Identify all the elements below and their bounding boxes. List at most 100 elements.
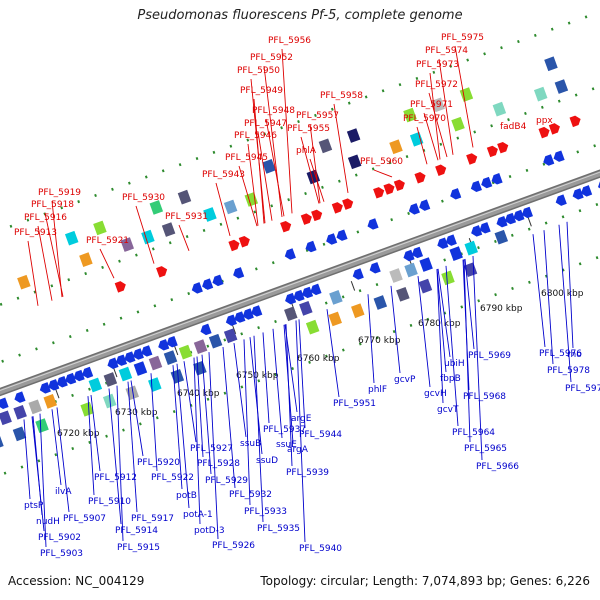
gene-label-PFL_5918: PFL_5918 (31, 200, 74, 210)
gene-label-gcvP: gcvP (394, 375, 416, 385)
gene-label-PFL_5910: PFL_5910 (88, 497, 131, 507)
reverse-gene-arrow (513, 209, 525, 222)
gene-label-PFL_5931: PFL_5931 (165, 212, 208, 222)
reverse-gene-arrow (166, 335, 178, 348)
lower-track-feature-box (494, 229, 509, 245)
upper-outer-track-feature-box (93, 220, 107, 236)
reverse-gene-arrow (212, 274, 224, 287)
leader-line-PFL_5951 (326, 309, 340, 398)
lower-outer-track-feature-box (148, 377, 162, 392)
leader-line-ptsP (23, 419, 31, 500)
gene-label-PFL_5926: PFL_5926 (212, 541, 255, 551)
gene-label-PFL_5929: PFL_5929 (205, 476, 248, 486)
upper-outer-track-feature-box (64, 230, 79, 246)
upper-track-feature-box (203, 207, 217, 222)
leader-line-ssuD (249, 337, 263, 455)
leader-line-PFL_5972 (428, 92, 448, 158)
forward-gene-arrow (228, 239, 240, 252)
lower-track-feature-box (103, 372, 118, 387)
leader-line-gcvH (417, 275, 431, 388)
leader-line-PFL_5979 (558, 224, 572, 383)
leader-line-PFL_5917 (127, 381, 138, 513)
lower-track-feature-box (13, 404, 27, 420)
guide-dash-line-3 (0, 142, 600, 364)
gene-label-PFL_5973: PFL_5973 (416, 60, 459, 70)
gene-label-PFL_5946: PFL_5946 (234, 131, 277, 141)
gene-label-PFL_5957: PFL_5957 (296, 111, 339, 121)
gene-label-ptsP: ptsP (24, 501, 44, 511)
upper-track-feature-box (161, 222, 176, 237)
lower-outer-track-feature-box (396, 286, 410, 302)
lower-track-feature-box (193, 339, 208, 355)
gene-label-PFL_5902: PFL_5902 (38, 533, 81, 543)
upper-outer-track-feature-box (149, 200, 164, 215)
forward-gene-arrow (486, 145, 498, 158)
upper-outer-track-feature-box (177, 189, 192, 205)
backbone-highlight (0, 171, 600, 392)
leader-line-rho (566, 221, 574, 349)
guide-dash-line-5 (0, 255, 600, 477)
gene-label-PFL_5921: PFL_5921 (86, 236, 129, 246)
gene-label-PFL_5920: PFL_5920 (137, 458, 180, 468)
forward-gene-arrow (548, 123, 560, 135)
gene-label-ssuD: ssuD (256, 456, 278, 466)
forward-gene-arrow (435, 164, 447, 176)
reverse-gene-arrow (310, 283, 322, 296)
lower-track-feature-box (404, 262, 418, 278)
gene-label-PFL_5927: PFL_5927 (190, 444, 233, 454)
forward-gene-arrow (280, 220, 292, 233)
lower-track-feature-box (43, 394, 57, 409)
reverse-gene-arrow (419, 199, 431, 211)
reverse-gene-arrow (408, 203, 420, 215)
gene-label-fbpB: fbpB (440, 374, 461, 384)
gene-label-ppx: ppx (536, 116, 553, 126)
gene-label-nudH: nudH (36, 517, 60, 527)
leader-line-PFL_5926 (208, 352, 219, 540)
gene-label-PFL_5914: PFL_5914 (115, 526, 158, 536)
reverse-gene-arrow (336, 229, 348, 241)
upper-outer-track-feature-box (544, 56, 558, 72)
gene-label-PFL_5922: PFL_5922 (151, 473, 194, 483)
lower-track-feature-box (178, 344, 193, 360)
reverse-gene-arrow (65, 372, 77, 385)
gene-label-PFL_5955: PFL_5955 (287, 124, 330, 134)
reverse-gene-arrow (450, 188, 462, 200)
lower-outer-track-feature-box (351, 303, 365, 319)
reverse-gene-arrow (437, 237, 449, 249)
gene-label-PFL_5912: PFL_5912 (94, 473, 137, 483)
scale-tick-mark (173, 345, 179, 356)
leader-line-PFL_5927 (183, 361, 197, 443)
gene-label-PFL_5964: PFL_5964 (452, 428, 495, 438)
leader-line-PFL_5916 (37, 225, 53, 301)
gene-label-phlA: phlA (296, 146, 317, 156)
upper-track-feature-box (409, 131, 424, 147)
leader-line-PFL_5918 (44, 212, 64, 297)
reverse-gene-arrow (581, 185, 593, 197)
scale-tick-mark (527, 216, 532, 227)
reverse-gene-arrow (14, 391, 26, 403)
lower-outer-track-feature-box (441, 270, 455, 286)
gene-label-fadB4: fadB4 (500, 122, 527, 132)
leader-line-ilvA (51, 409, 62, 486)
forward-gene-arrow (466, 153, 478, 165)
gene-label-potB: potB (176, 491, 197, 501)
gene-label-PFL_5956: PFL_5956 (268, 36, 311, 46)
reverse-gene-arrow (141, 345, 153, 357)
leader-line-PFL_5930 (135, 205, 155, 264)
reverse-gene-arrow (496, 215, 508, 228)
leader-line-PFL_5968 (462, 259, 470, 391)
scale-tick-label: 6800 kbp (541, 289, 584, 299)
gene-label-PFL_5951: PFL_5951 (333, 399, 376, 409)
gene-label-PFL_5968: PFL_5968 (463, 392, 506, 402)
reverse-gene-arrow (293, 289, 305, 302)
gene-label-ilvA: ilvA (55, 487, 72, 497)
gene-label-PFL_5917: PFL_5917 (131, 514, 174, 524)
leader-line-PFL_5902 (31, 416, 45, 532)
leader-line-PFL_5956 (281, 48, 293, 214)
scale-tick-label: 6770 kbp (358, 336, 401, 346)
forward-gene-arrow (569, 115, 581, 128)
reverse-gene-arrow (305, 240, 317, 253)
gene-label-PFL_5966: PFL_5966 (476, 462, 519, 472)
